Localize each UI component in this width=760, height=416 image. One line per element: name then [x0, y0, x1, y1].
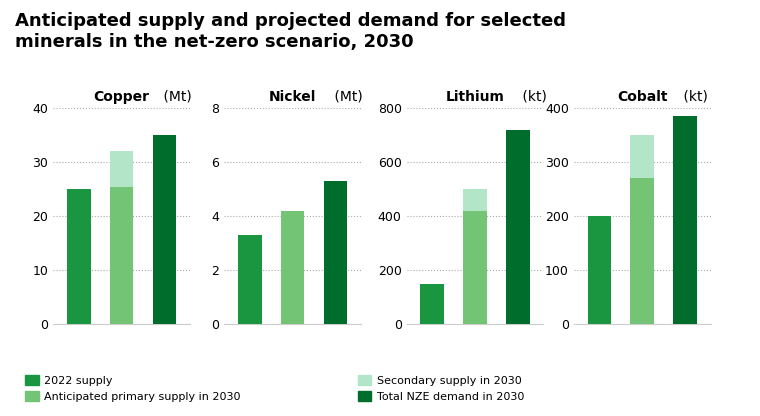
Bar — [673, 116, 697, 324]
Bar — [587, 216, 611, 324]
Text: Lithium: Lithium — [445, 90, 505, 104]
Text: Cobalt: Cobalt — [617, 90, 667, 104]
Text: (Mt): (Mt) — [159, 90, 192, 104]
Text: (Mt): (Mt) — [330, 90, 363, 104]
Bar — [110, 151, 133, 186]
Bar — [420, 284, 444, 324]
Bar — [506, 130, 530, 324]
Legend: 2022 supply, Anticipated primary supply in 2030: 2022 supply, Anticipated primary supply … — [21, 370, 245, 406]
Bar — [464, 211, 486, 324]
Bar — [110, 186, 133, 324]
Text: Nickel: Nickel — [269, 90, 316, 104]
Bar — [324, 181, 347, 324]
Bar — [464, 189, 486, 211]
Bar — [281, 211, 304, 324]
Text: (kt): (kt) — [679, 90, 708, 104]
Text: Copper: Copper — [93, 90, 150, 104]
Bar — [153, 135, 176, 324]
Text: Anticipated supply and projected demand for selected
minerals in the net-zero sc: Anticipated supply and projected demand … — [15, 12, 566, 51]
Text: (kt): (kt) — [518, 90, 547, 104]
Bar — [631, 135, 654, 178]
Legend: Secondary supply in 2030, Total NZE demand in 2030: Secondary supply in 2030, Total NZE dema… — [353, 370, 528, 406]
Bar — [67, 189, 90, 324]
Bar — [631, 178, 654, 324]
Bar — [238, 235, 261, 324]
